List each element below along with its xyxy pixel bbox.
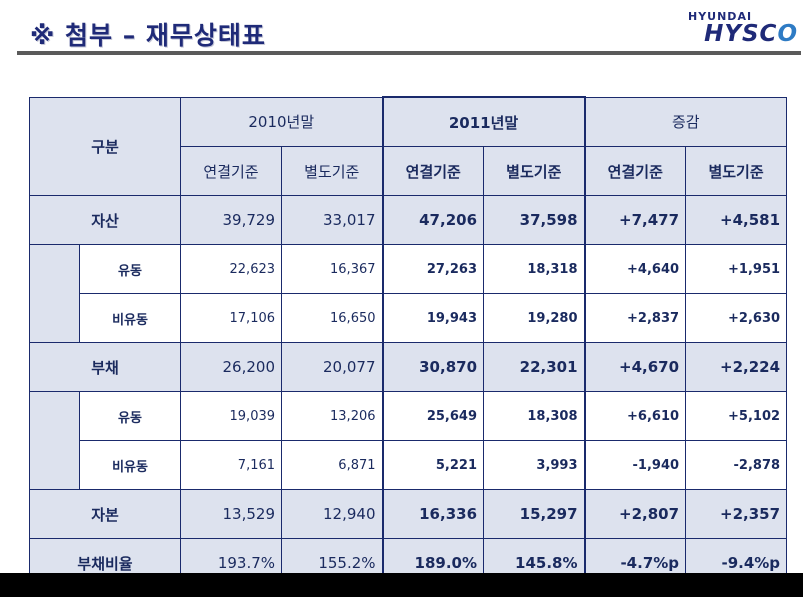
cell-value: 26,200 (180, 342, 283, 392)
cell-value: 30,870 (381, 342, 485, 392)
title-divider (17, 51, 801, 55)
cell-value: +4,670 (584, 342, 687, 392)
table-row-equity: 자본 13,529 12,940 16,336 15,297 +2,807 +2… (28, 489, 788, 539)
cell-value: 22,301 (483, 342, 586, 392)
indent-spacer (29, 391, 80, 490)
subheader-change-separate: 별도기준 (685, 146, 788, 196)
subheader-2010-separate: 별도기준 (281, 146, 384, 196)
cell-value: 37,598 (483, 195, 586, 245)
cell-value: 47,206 (381, 195, 485, 245)
cell-value: +2,837 (584, 293, 687, 343)
bottom-black-bar (0, 573, 803, 597)
cell-value: 12,940 (281, 489, 384, 539)
cell-value: 19,039 (180, 391, 283, 441)
cell-value: +4,581 (685, 195, 788, 245)
logo-top-text: HYUNDAI (688, 10, 753, 23)
indent-spacer (29, 244, 80, 343)
row-label: 자산 (28, 195, 182, 245)
cell-value: +6,610 (584, 391, 687, 441)
cell-value: 3,993 (483, 440, 586, 490)
table-row-liabilities: 부채 26,200 20,077 30,870 22,301 +4,670 +2… (28, 342, 788, 392)
cell-value: 33,017 (281, 195, 384, 245)
header-row-years: 구분 2010년말 2011년말 증감 (28, 96, 788, 196)
header-2010: 2010년말 (180, 96, 384, 147)
row-label: 유동 (78, 244, 182, 294)
subheader-2010-consolidated: 연결기준 (180, 146, 283, 196)
cell-value: +2,807 (584, 489, 687, 539)
row-label: 비유동 (78, 293, 182, 343)
cell-value: +2,224 (685, 342, 788, 392)
header-category: 구분 (28, 96, 182, 196)
cell-value: 27,263 (381, 244, 485, 294)
logo-main-text: HYSCO (686, 21, 798, 47)
table-row-noncurrent-assets: 비유동 17,106 16,650 19,943 19,280 +2,837 +… (30, 293, 788, 343)
cell-value: 5,221 (381, 440, 485, 490)
cell-value: 15,297 (483, 489, 586, 539)
cell-value: +7,477 (584, 195, 687, 245)
cell-value: 16,650 (281, 293, 384, 343)
cell-value: +1,951 (685, 244, 788, 294)
row-label: 유동 (78, 391, 182, 441)
cell-value: 20,077 (281, 342, 384, 392)
balance-sheet-table: 구분 2010년말 2011년말 증감 연결기준 별도기준 연결기준 별도기준 … (28, 96, 788, 588)
page-title: ※ 첨부 – 재무상태표 (30, 21, 266, 50)
company-logo: HYUNDAI HYSCO (686, 10, 798, 47)
logo-main-a: HYSC (704, 21, 778, 47)
table-row-current-assets: 유동 22,623 16,367 27,263 18,318 +4,640 +1… (29, 244, 788, 343)
header-2011: 2011년말 (381, 96, 586, 147)
header-row-basis: 연결기준 별도기준 연결기준 별도기준 연결기준 별도기준 (30, 146, 788, 196)
cell-value: 13,206 (281, 391, 384, 441)
cell-value: 13,529 (180, 489, 283, 539)
row-label: 자본 (28, 489, 182, 539)
subheader-2011-consolidated: 연결기준 (381, 146, 485, 196)
header-change: 증감 (584, 96, 788, 147)
logo-main-b: O (777, 21, 798, 47)
cell-value: 6,871 (281, 440, 384, 490)
cell-value: 39,729 (180, 195, 283, 245)
cell-value: 19,280 (483, 293, 586, 343)
cell-value: 16,336 (381, 489, 485, 539)
cell-value: -1,940 (584, 440, 687, 490)
cell-value: 22,623 (180, 244, 283, 294)
table-row-noncurrent-liabilities: 비유동 7,161 6,871 5,221 3,993 -1,940 -2,87… (30, 440, 788, 490)
cell-value: 17,106 (180, 293, 283, 343)
cell-value: 7,161 (180, 440, 283, 490)
row-label: 비유동 (78, 440, 182, 490)
table-row-assets: 자산 39,729 33,017 47,206 37,598 +7,477 +4… (28, 195, 788, 245)
cell-value: +2,630 (685, 293, 788, 343)
cell-value: -2,878 (685, 440, 788, 490)
cell-value: 16,367 (281, 244, 384, 294)
cell-value: 25,649 (381, 391, 485, 441)
cell-value: +5,102 (685, 391, 788, 441)
subheader-2011-separate: 별도기준 (483, 146, 586, 196)
cell-value: 19,943 (381, 293, 485, 343)
cell-value: +4,640 (584, 244, 687, 294)
cell-value: +2,357 (685, 489, 788, 539)
subheader-change-consolidated: 연결기준 (584, 146, 687, 196)
row-label: 부채 (28, 342, 182, 392)
table-row-current-liabilities: 유동 19,039 13,206 25,649 18,308 +6,610 +5… (29, 391, 788, 490)
cell-value: 18,318 (483, 244, 586, 294)
cell-value: 18,308 (483, 391, 586, 441)
